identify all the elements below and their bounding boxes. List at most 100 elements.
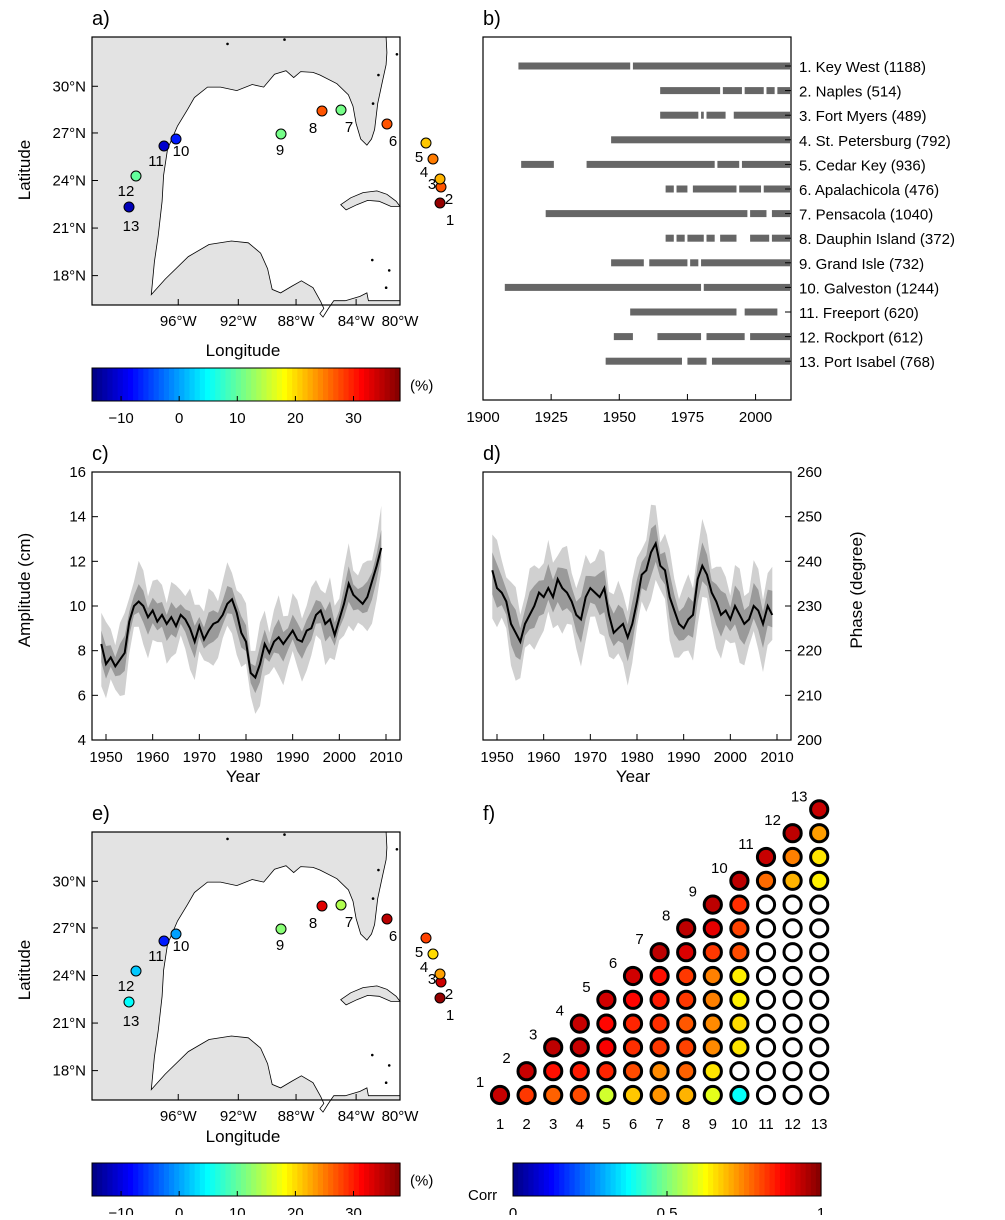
- record-segment: [545, 210, 748, 218]
- record-segment: [586, 160, 715, 168]
- colorbar-segment: [333, 1163, 339, 1196]
- panel-label-b: b): [483, 8, 501, 30]
- correlation-cell: [809, 1037, 830, 1058]
- record-segment: [649, 259, 688, 267]
- correlation-cell: [676, 942, 697, 963]
- record-segment: [521, 160, 554, 168]
- correlation-cell: [622, 1013, 644, 1034]
- correlation-cell: [729, 965, 750, 987]
- station-record-label: 1. Key West (1188): [799, 59, 926, 76]
- island: [371, 897, 375, 900]
- map-xtick: 80°W: [382, 313, 420, 330]
- correlation-cell: [676, 989, 697, 1010]
- record-segment: [613, 333, 633, 341]
- colorbar-segment: [246, 1163, 252, 1196]
- matrix-col-label: 8: [682, 1116, 690, 1133]
- correlation-cell: [702, 1084, 723, 1106]
- colorbar-segment: [543, 1163, 550, 1196]
- colorbar-segment: [97, 1163, 103, 1196]
- matrix-row-label: 10: [711, 860, 728, 877]
- colorbar-segment: [287, 1163, 293, 1196]
- correlation-cell: [676, 918, 697, 939]
- correlation-cell: [782, 965, 803, 987]
- colorbar-tick: 10: [229, 1205, 246, 1215]
- colorbar-segment: [651, 1163, 658, 1196]
- matrix-col-label: 7: [655, 1116, 663, 1133]
- colorbar-segment: [610, 1163, 617, 1196]
- chart-ytick: 240: [797, 553, 822, 570]
- island: [387, 269, 391, 272]
- colorbar-segment: [251, 368, 257, 401]
- colorbar-segment: [656, 1163, 663, 1196]
- record-segment: [706, 333, 745, 341]
- correlation-cell: [782, 894, 803, 915]
- chart-xtick: 1980: [620, 749, 653, 766]
- island: [371, 102, 375, 105]
- colorbar-segment: [769, 1163, 776, 1196]
- correlation-cell: [649, 1013, 670, 1034]
- map-ytick: 24°N: [52, 968, 86, 985]
- record-segment: [657, 333, 702, 341]
- record-segment: [518, 62, 631, 70]
- map-ytick: 21°N: [52, 1015, 86, 1032]
- station-marker: [170, 928, 182, 940]
- correlation-cell: [809, 799, 830, 820]
- colorbar-segment: [564, 1163, 571, 1196]
- record-segment: [717, 160, 740, 168]
- phase-ylabel: Phase (degree): [847, 531, 866, 648]
- colorbar-segment: [538, 1163, 545, 1196]
- station-marker: [434, 173, 446, 185]
- series-line: [100, 547, 383, 680]
- correlation-cell: [649, 965, 670, 987]
- colorbar-segment: [815, 1163, 822, 1196]
- station-number: 1: [446, 212, 454, 229]
- correlation-cell: [755, 846, 777, 868]
- correlation-cell: [809, 1084, 830, 1106]
- correlation-cell: [702, 965, 723, 987]
- record-segment: [701, 259, 791, 267]
- correlation-cell: [649, 1061, 670, 1082]
- colorbar-segment: [328, 368, 334, 401]
- colorbar-segment: [528, 1163, 535, 1196]
- colorbar-segment: [174, 368, 180, 401]
- station-number: 6: [389, 928, 397, 945]
- colorbar-segment: [117, 368, 124, 401]
- island: [384, 286, 388, 290]
- colorbar-segment: [810, 1163, 817, 1196]
- island: [395, 847, 399, 851]
- station-marker: [158, 140, 170, 152]
- station-marker: [170, 133, 182, 145]
- colorbar-segment: [107, 1163, 114, 1196]
- colorbar-segment: [194, 1163, 201, 1196]
- colorbar-segment: [389, 1163, 396, 1196]
- colorbar-segment: [333, 368, 339, 401]
- island: [395, 52, 399, 56]
- colorbar-segment: [687, 1163, 694, 1196]
- correlation-cell: [729, 1061, 750, 1082]
- chart-ytick: 4: [78, 732, 86, 749]
- station-number: 11: [148, 948, 164, 965]
- station-record-label: 6. Apalachicola (476): [799, 182, 939, 199]
- matrix-col-label: 2: [522, 1116, 530, 1133]
- station-record-label: 9. Grand Isle (732): [799, 256, 924, 273]
- panel-label-f: f): [483, 803, 495, 825]
- map-ytick: 18°N: [52, 268, 86, 285]
- colorbar-segment: [148, 1163, 155, 1196]
- colorbar-segment: [374, 1163, 381, 1196]
- station-marker: [130, 965, 142, 977]
- colorbar-segment: [220, 1163, 227, 1196]
- matrix-col-label: 10: [731, 1116, 748, 1133]
- colorbar-segment: [779, 1163, 786, 1196]
- colorbar-segment: [548, 1163, 555, 1196]
- station-record-label: 3. Fort Myers (489): [799, 108, 927, 125]
- record-segment: [741, 160, 791, 168]
- map-ytick: 24°N: [52, 173, 86, 190]
- matrix-row-label: 6: [609, 955, 617, 972]
- availability-xtick: 2000: [739, 409, 772, 426]
- colorbar-segment: [389, 368, 396, 401]
- correlation-cell: [755, 1037, 777, 1058]
- correlation-cell: [755, 1061, 777, 1082]
- availability-xtick: 1925: [534, 409, 567, 426]
- colorbar-segment: [343, 1163, 350, 1196]
